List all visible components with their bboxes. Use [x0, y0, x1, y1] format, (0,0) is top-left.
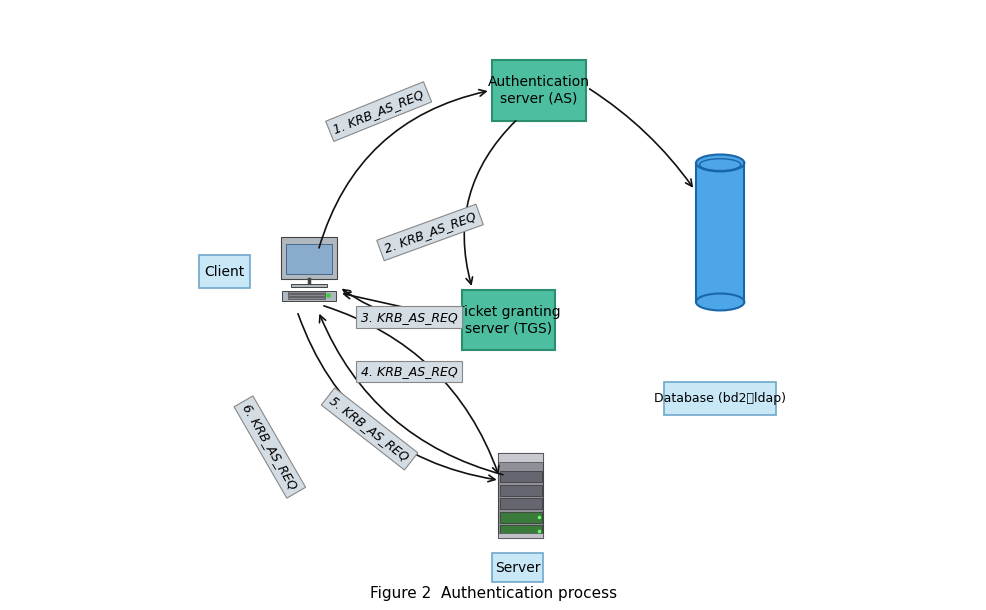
- Text: 4. KRB_AS_REQ: 4. KRB_AS_REQ: [360, 365, 457, 378]
- Text: Client: Client: [204, 265, 245, 279]
- FancyBboxPatch shape: [288, 294, 324, 296]
- FancyBboxPatch shape: [198, 255, 250, 289]
- Text: 3. KRB_AS_REQ: 3. KRB_AS_REQ: [360, 310, 457, 323]
- FancyBboxPatch shape: [499, 472, 541, 483]
- Text: 6. KRB_AS_REQ: 6. KRB_AS_REQ: [240, 402, 300, 492]
- FancyBboxPatch shape: [491, 60, 585, 121]
- Text: Ticket granting
server (TGS): Ticket granting server (TGS): [456, 305, 560, 336]
- FancyBboxPatch shape: [498, 533, 543, 537]
- Text: 5. KRB_AS_REQ: 5. KRB_AS_REQ: [327, 394, 411, 464]
- FancyBboxPatch shape: [491, 553, 543, 583]
- Ellipse shape: [695, 293, 743, 310]
- FancyBboxPatch shape: [286, 243, 332, 274]
- FancyBboxPatch shape: [288, 297, 324, 299]
- Ellipse shape: [695, 154, 743, 171]
- FancyBboxPatch shape: [695, 163, 743, 302]
- Text: Database (bd2．ldap): Database (bd2．ldap): [654, 392, 786, 405]
- Text: Figure 2  Authentication process: Figure 2 Authentication process: [370, 586, 616, 601]
- FancyBboxPatch shape: [281, 237, 337, 279]
- FancyBboxPatch shape: [499, 525, 541, 536]
- FancyBboxPatch shape: [664, 382, 775, 415]
- FancyBboxPatch shape: [498, 453, 543, 537]
- FancyBboxPatch shape: [291, 284, 327, 287]
- FancyBboxPatch shape: [499, 512, 541, 523]
- FancyBboxPatch shape: [461, 290, 555, 350]
- Ellipse shape: [695, 293, 743, 310]
- FancyBboxPatch shape: [282, 290, 335, 301]
- FancyBboxPatch shape: [288, 291, 324, 293]
- FancyBboxPatch shape: [499, 485, 541, 496]
- FancyBboxPatch shape: [498, 453, 543, 462]
- Text: Server: Server: [494, 561, 540, 575]
- Text: Authentication
server (AS): Authentication server (AS): [487, 75, 590, 106]
- Text: 2. KRB_AS_REQ: 2. KRB_AS_REQ: [382, 210, 477, 255]
- FancyBboxPatch shape: [499, 498, 541, 509]
- Text: 1. KRB_AS_REQ: 1. KRB_AS_REQ: [331, 87, 426, 136]
